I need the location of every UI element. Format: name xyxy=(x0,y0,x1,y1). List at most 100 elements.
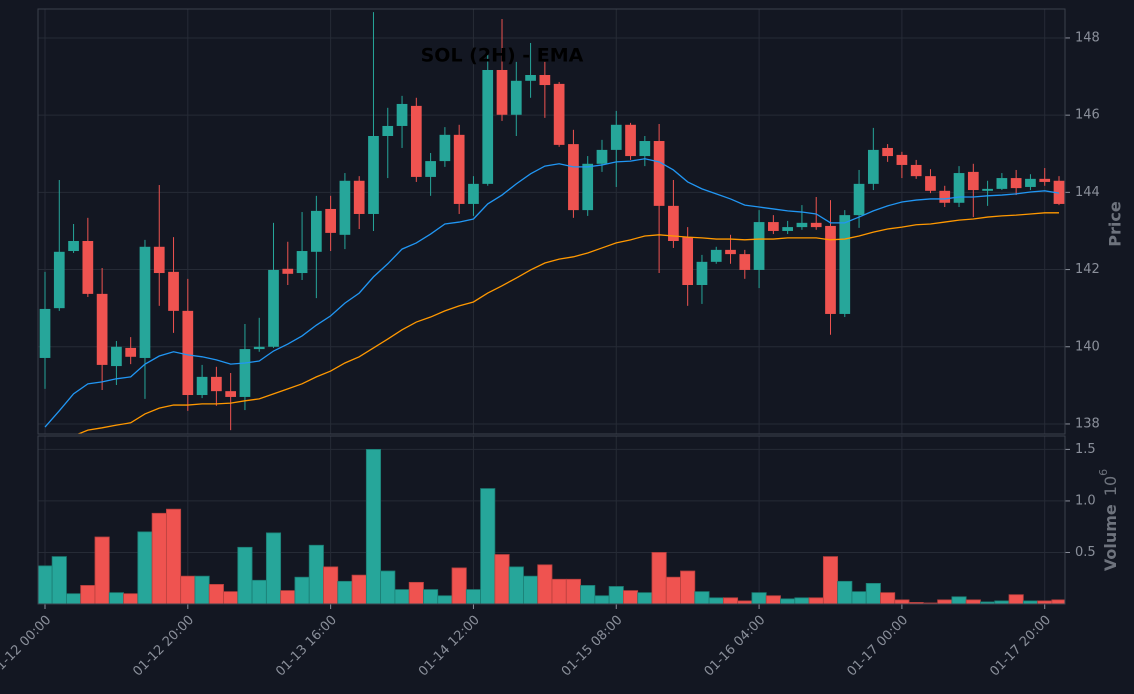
candle-body xyxy=(568,144,579,211)
candle-body xyxy=(211,376,222,392)
volume-bar xyxy=(180,575,196,604)
volume-bar xyxy=(151,512,167,604)
candle-body xyxy=(910,164,922,177)
candle-body xyxy=(53,251,65,309)
volume-bar xyxy=(523,575,539,604)
volume-axis-label: Volume 106 xyxy=(1097,469,1120,571)
volume-bar xyxy=(66,593,82,604)
candle-body xyxy=(425,161,436,177)
volume-bar xyxy=(651,552,667,604)
volume-bar xyxy=(708,597,724,604)
volume-bar xyxy=(780,598,796,604)
candle-body xyxy=(225,391,237,397)
volume-bar xyxy=(1051,599,1065,604)
y-tick-label: 1.0 xyxy=(1075,493,1096,508)
volume-bar xyxy=(251,579,267,604)
grid xyxy=(38,9,1065,434)
volume-bar xyxy=(80,585,96,604)
candle-body xyxy=(296,251,308,274)
volume-bar xyxy=(508,566,524,604)
volume-bar xyxy=(108,592,124,604)
candle-body xyxy=(168,271,179,311)
candle-body xyxy=(410,105,422,177)
y-tick-label: 140 xyxy=(1075,339,1100,354)
candle-body xyxy=(139,246,151,358)
volume-bar xyxy=(408,581,424,604)
candle-body xyxy=(682,237,694,285)
price-axis-label: Price xyxy=(1106,201,1125,247)
volume-bar xyxy=(551,578,567,604)
volume-bar xyxy=(365,448,382,604)
candle-body xyxy=(539,75,551,86)
candle-body xyxy=(725,249,736,255)
candle-body xyxy=(382,125,394,136)
volume-bar xyxy=(494,554,510,604)
candle-body xyxy=(1025,178,1036,187)
volume-bar xyxy=(223,591,239,604)
y-tick-label: 0.5 xyxy=(1075,545,1096,560)
candle-body xyxy=(739,254,751,270)
volume-bar xyxy=(623,590,639,604)
y-tick-label: 146 xyxy=(1075,108,1100,123)
volume-bar xyxy=(951,596,967,604)
volume-bar xyxy=(423,589,439,604)
candle-body xyxy=(268,269,279,347)
candle-body xyxy=(368,135,379,214)
volume-bar xyxy=(194,575,210,604)
candle-body xyxy=(982,188,993,191)
candle-body xyxy=(996,178,1008,189)
candle-body xyxy=(967,171,979,191)
candle-body xyxy=(439,134,451,162)
volume-bar xyxy=(608,586,624,604)
candle-body xyxy=(68,240,79,252)
chart-title: SOL (2H) - EMA xyxy=(421,45,584,67)
candle-body xyxy=(925,176,936,191)
volume-bar xyxy=(337,580,353,604)
volume-bar xyxy=(451,567,467,604)
candle-body xyxy=(768,222,779,231)
candle-body xyxy=(525,75,536,81)
candle-body xyxy=(1039,178,1051,182)
candle-body xyxy=(782,227,794,231)
volume-bar xyxy=(280,590,296,604)
volume-bar xyxy=(837,580,853,604)
candle-body xyxy=(453,134,465,204)
volume-bar xyxy=(237,546,253,604)
candle-body xyxy=(82,240,94,294)
candle-body xyxy=(625,124,636,157)
volume-bar xyxy=(822,556,839,604)
volume-bar xyxy=(1008,594,1024,604)
volume-bar xyxy=(308,544,324,604)
volume-bar xyxy=(323,566,339,604)
volume-bar xyxy=(594,595,610,604)
candle-body xyxy=(696,261,708,285)
volume-bar xyxy=(937,599,953,604)
candle-body xyxy=(253,346,265,350)
candle-body xyxy=(353,180,365,214)
volume-bar xyxy=(51,556,67,604)
candle-body xyxy=(310,210,322,252)
candle-body xyxy=(468,183,479,204)
y-tick-label: 144 xyxy=(1075,185,1100,200)
volume-bar xyxy=(894,599,910,604)
candle-body xyxy=(125,347,137,357)
volume-frame xyxy=(37,435,1066,605)
volume-bar xyxy=(137,531,153,604)
volume-bar xyxy=(394,589,410,604)
volume-bar xyxy=(437,595,453,604)
candle-body xyxy=(668,205,679,241)
candle-body xyxy=(939,190,951,203)
volume-bar xyxy=(965,599,981,604)
candle-body xyxy=(596,149,608,164)
volume-bar xyxy=(465,589,481,604)
volume-bar xyxy=(580,585,596,604)
candle-body xyxy=(39,308,51,358)
candle-body xyxy=(96,293,108,365)
candle-body xyxy=(839,215,851,314)
candle-body xyxy=(496,69,508,115)
candle-body xyxy=(825,225,836,314)
candle-body xyxy=(553,83,565,145)
y-tick-label: 138 xyxy=(1075,416,1100,431)
volume-bar xyxy=(480,488,496,604)
